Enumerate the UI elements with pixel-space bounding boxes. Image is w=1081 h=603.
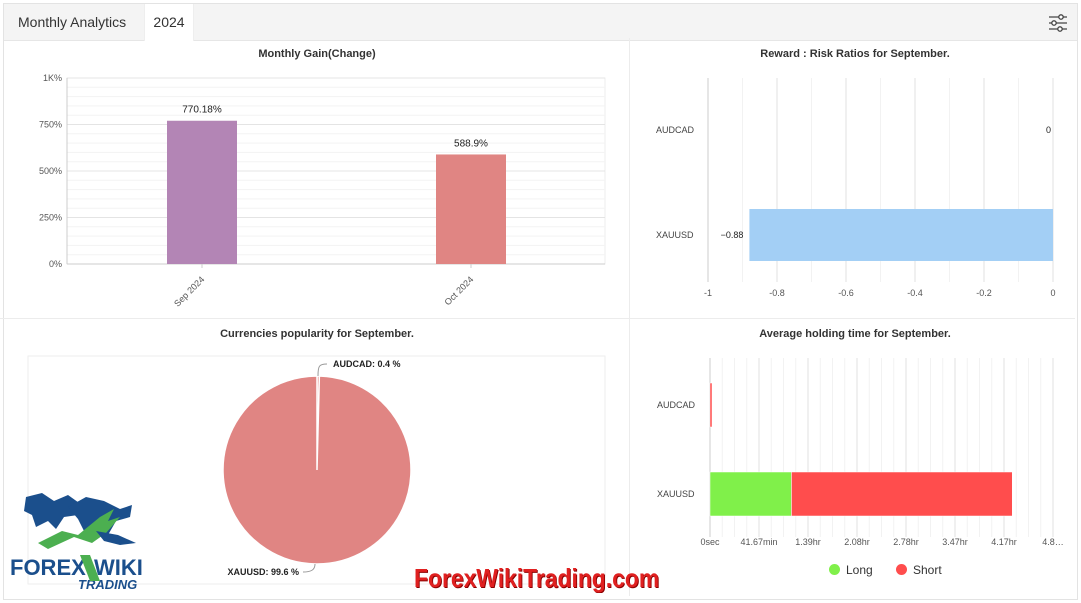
legend-long[interactable]: Long [829,563,873,577]
panel-divider-vertical [629,38,630,596]
legend-short-marker [896,564,907,575]
y-tick-label: 500% [39,166,62,176]
label-connector [302,563,316,573]
x-tick-label: 4.17hr [991,537,1017,547]
x-tick-label: 2.08hr [844,537,870,547]
popularity-title: Currencies popularity for September. [220,328,414,340]
y-tick-label: 250% [39,213,62,223]
pie-slice [222,375,412,565]
category-label: XAUUSD [656,230,694,240]
x-tick-label: 41.67min [740,537,777,547]
popularity-chart: AUDCAD: 0.4 % XAUUSD: 99.6 % [27,355,606,585]
x-tick-label: 0sec [700,537,720,547]
panel-divider-horizontal [0,318,1075,319]
x-tick-label: 4.8… [1042,537,1064,547]
bar [749,209,1053,261]
x-tick-label: -0.2 [976,288,992,298]
x-tick-label: -0.4 [907,288,923,298]
label-connector [317,363,328,377]
x-tick-label: 3.47hr [942,537,968,547]
sliders-icon[interactable] [1047,12,1069,34]
x-tick-label: 1.39hr [795,537,821,547]
bar-segment [709,471,792,517]
category-label: AUDCAD [657,400,696,410]
category-label: AUDCAD [656,125,695,135]
bar-segment [791,471,1013,517]
x-tick-label: Sep 2024 [172,274,206,308]
x-tick-label: Oct 2024 [443,274,476,307]
legend-long-marker [829,564,840,575]
reward-risk-chart: -1 -0.8 -0.6 -0.4 -0.2 0 AUDCAD 0 XAUUSD −0.88 [656,78,1056,298]
page-title: Monthly Analytics [18,14,127,30]
holding-title: Average holding time for September. [759,328,951,340]
data-label: AUDCAD: 0.4 % [333,359,401,369]
logo-wiki-text: WIKI [94,555,143,580]
y-tick-label: 1K% [43,73,62,83]
legend-short[interactable]: Short [896,563,942,577]
category-label: XAUUSD [657,489,695,499]
holding-chart: 0sec 41.67min 1.39hr 2.08hr 2.78hr 3.47hr 4.17… [657,358,1064,547]
header-bar: Monthly Analytics 2024 [4,4,1077,41]
bar [167,120,237,264]
bar [436,154,506,264]
monthly-gain-chart: 0% 250% 500% 750% 1K% 770.18% Sep 2024 588.9% Oc… [39,73,606,309]
x-tick-label: 0 [1050,288,1055,298]
data-label: 588.9% [454,138,488,149]
tab-year-2024[interactable]: 2024 [144,4,194,41]
data-label: XAUUSD: 99.6 % [227,567,299,577]
y-tick-label: 750% [39,120,62,130]
y-tick-label: 0% [49,259,62,269]
logo-trading-text: TRADING [78,577,137,592]
legend-short-label: Short [913,563,942,577]
forex-wiki-logo: FOREX WIKI TRADING [8,487,158,593]
bar-segment [709,382,713,428]
x-tick-label: 2.78hr [893,537,919,547]
data-label: 770.18% [182,105,222,116]
monthly-gain-title: Monthly Gain(Change) [258,48,376,60]
watermark-text: ForexWikiTrading.com [414,563,660,593]
x-tick-label: -1 [704,288,712,298]
data-label: −0.88 [721,230,744,240]
data-label: 0 [1046,125,1051,135]
logo-forex-text: FOREX [10,555,86,580]
x-tick-label: -0.6 [838,288,854,298]
legend-long-label: Long [846,563,873,577]
x-tick-label: -0.8 [769,288,785,298]
reward-risk-title: Reward : Risk Ratios for September. [760,48,950,60]
